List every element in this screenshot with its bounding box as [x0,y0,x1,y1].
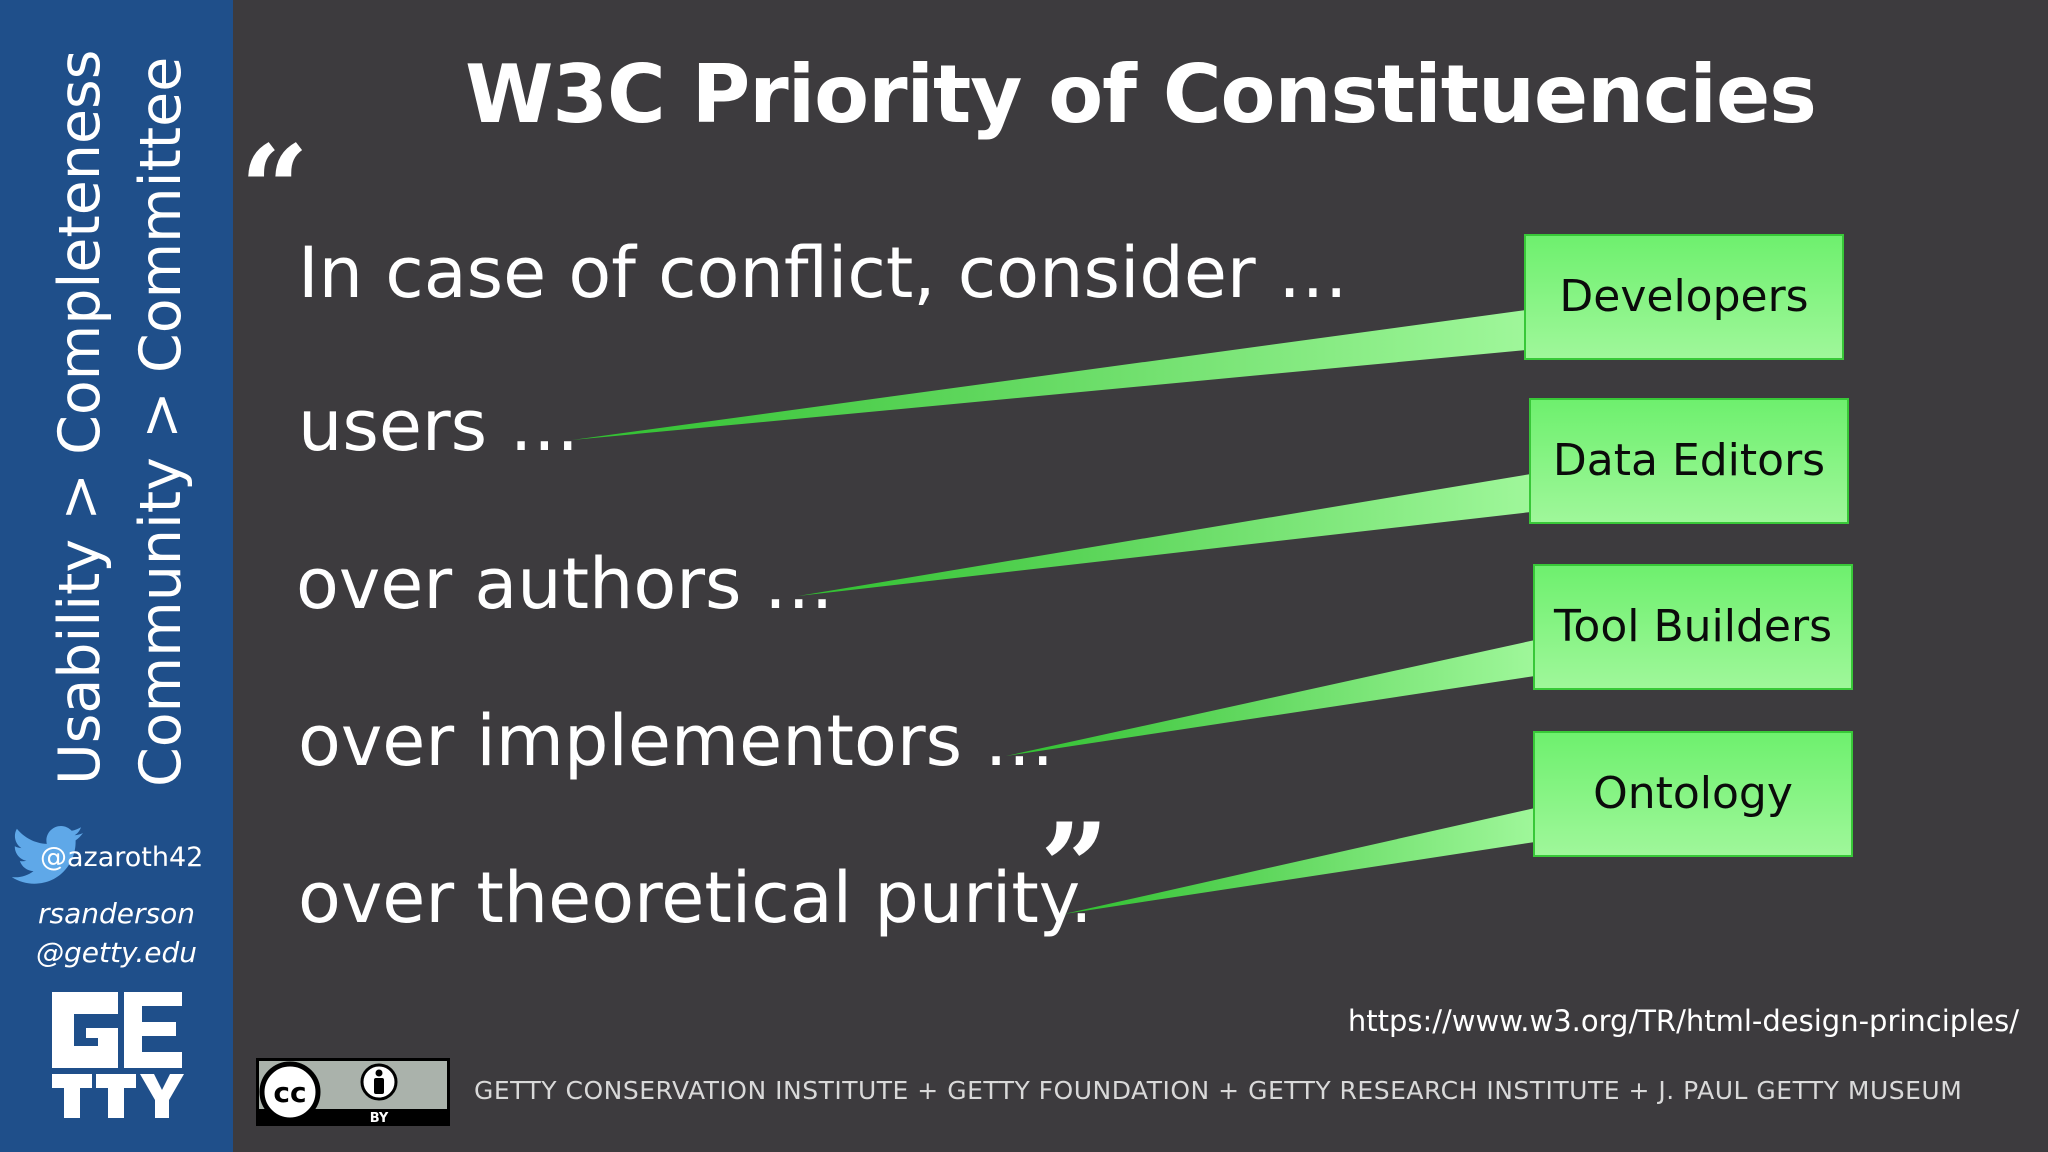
email-user: rsanderson [38,897,195,930]
slide-title: W3C Priority of Constituencies [465,48,1817,141]
cc-icon [259,1061,321,1123]
callout-ontology: Ontology [1533,731,1853,857]
pointer-tool-builders [1006,640,1535,756]
license-badge-text: BY [370,1111,389,1126]
callout-developers: Developers [1524,234,1844,360]
svg-text:cc: cc [273,1076,306,1109]
pointer-ontology [1064,808,1535,914]
quote-line-intro: In case of conflict, consider … [298,232,1348,314]
open-quote-mark: “ [240,119,310,260]
getty-logo [48,988,186,1122]
twitter-icon [12,826,83,884]
quote-line-purity: over theoretical purity. [298,857,1093,939]
cc-by-license-badge: cc BY [256,1058,450,1126]
source-url[interactable]: https://www.w3.org/TR/html-design-princi… [1347,1004,2019,1038]
quote-line-authors: over authors … [296,543,834,625]
pointer-developers [572,310,1526,440]
twitter-handle: @azaroth42 [40,842,204,873]
email-domain: @getty.edu [36,936,197,969]
quote-line-implementors: over implementors … [298,700,1055,782]
footer-institutions: GETTY CONSERVATION INSTITUTE + GETTY FOU… [474,1076,1963,1105]
sidebar: Usability > Completeness Community > Com… [0,0,233,1152]
callout-tool-builders: Tool Builders [1533,564,1853,690]
quote-line-users: users … [298,385,580,467]
pointer-data-editors [798,474,1531,596]
callout-data-editors: Data Editors [1529,398,1849,524]
